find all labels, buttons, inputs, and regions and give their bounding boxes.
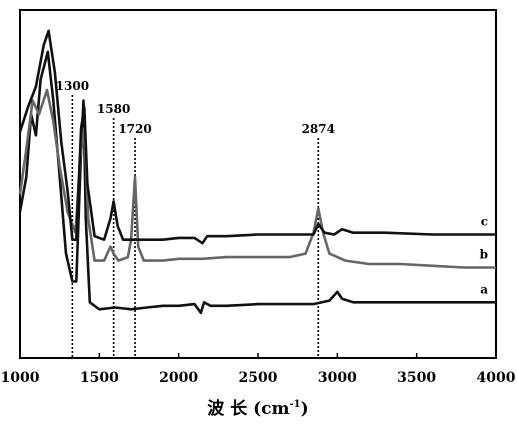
x-axis-label-text: 波 长 (cm [207, 398, 289, 419]
x-tick-label: 4000 [477, 370, 516, 386]
reference-line-label: 2874 [302, 122, 335, 136]
reference-line-label: 1300 [56, 79, 89, 93]
series-label-a: a [480, 282, 488, 296]
series-label-b: b [480, 248, 488, 262]
x-axis-label-superscript: -1 [290, 399, 301, 410]
x-tick-label: 3500 [397, 370, 436, 386]
plot-frame [19, 9, 497, 359]
series-line-b [18, 88, 496, 269]
series-group [18, 29, 496, 315]
x-tick-label: 3000 [318, 370, 357, 386]
x-axis-label: 波 长 (cm-1) [207, 398, 308, 419]
plot-area [19, 9, 497, 359]
reference-line-label: 1580 [97, 102, 130, 116]
x-tick-label: 1500 [80, 370, 119, 386]
series-line-c [18, 29, 496, 245]
reference-line-label: 1720 [118, 122, 151, 136]
x-axis: 1000 1500 2000 2500 3000 3500 4000 [1, 353, 516, 386]
series-label-c: c [481, 214, 488, 228]
x-axis-label-close: ) [301, 399, 309, 419]
series-line-a [18, 50, 496, 315]
x-tick-label: 2000 [159, 370, 198, 386]
x-tick-label: 2500 [239, 370, 278, 386]
series-labels: a b c [480, 214, 489, 296]
reference-lines: 1300 1580 1720 2874 [56, 79, 335, 358]
x-tick-label: 1000 [1, 370, 40, 386]
